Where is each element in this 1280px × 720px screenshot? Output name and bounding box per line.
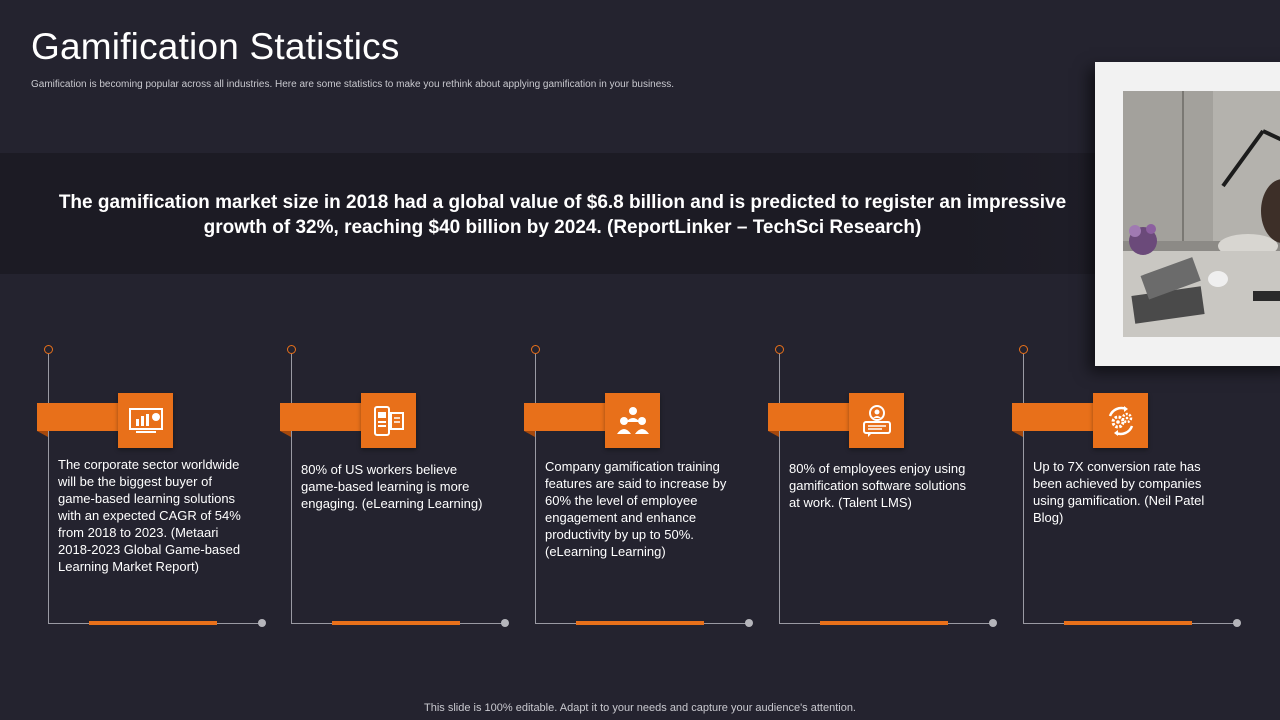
accent-bar bbox=[1064, 621, 1192, 625]
orange-tab bbox=[524, 403, 609, 431]
orange-tab-fold bbox=[280, 431, 291, 437]
stat-card-1: The corporate sector worldwide will be t… bbox=[37, 345, 280, 630]
timeline-top-dot bbox=[775, 345, 784, 354]
timeline-top-dot bbox=[44, 345, 53, 354]
stat-card-2: 80% of US workers believe game-based lea… bbox=[280, 345, 523, 630]
orange-tab bbox=[280, 403, 365, 431]
presentation-chart-icon bbox=[118, 393, 173, 448]
orange-tab bbox=[1012, 403, 1097, 431]
accent-bar bbox=[820, 621, 948, 625]
footer-note: This slide is 100% editable. Adapt it to… bbox=[424, 702, 856, 714]
stat-card-4: 80% of employees enjoy using gamificatio… bbox=[768, 345, 1011, 630]
timeline-end-dot bbox=[745, 619, 753, 627]
timeline-top-dot bbox=[287, 345, 296, 354]
orange-tab bbox=[768, 403, 853, 431]
timeline-vertical-line bbox=[291, 354, 292, 624]
timeline-end-dot bbox=[1233, 619, 1241, 627]
office-photo bbox=[1123, 91, 1280, 337]
stat-card-2-text: 80% of US workers believe game-based lea… bbox=[301, 462, 483, 511]
slide-title: Gamification Statistics bbox=[31, 26, 400, 67]
timeline-vertical-line bbox=[779, 354, 780, 624]
timeline-end-dot bbox=[989, 619, 997, 627]
timeline-top-dot bbox=[531, 345, 540, 354]
accent-bar bbox=[332, 621, 460, 625]
highlight-banner bbox=[0, 153, 1120, 274]
slide-subtitle: Gamification is becoming popular across … bbox=[31, 79, 675, 90]
stat-card-4-text: 80% of employees enjoy using gamificatio… bbox=[789, 461, 967, 510]
highlight-banner-text: The gamification market size in 2018 had… bbox=[58, 192, 1067, 238]
timeline-vertical-line bbox=[48, 354, 49, 624]
orange-tab-fold bbox=[524, 431, 535, 437]
office-photo-frame bbox=[1095, 62, 1280, 366]
stat-card-3-text: Company gamification training features a… bbox=[545, 459, 727, 559]
stat-card-1-text: The corporate sector worldwide will be t… bbox=[58, 457, 241, 574]
orange-tab bbox=[37, 403, 122, 431]
accent-bar bbox=[89, 621, 217, 625]
timeline-vertical-line bbox=[535, 354, 536, 624]
timeline-end-dot bbox=[258, 619, 266, 627]
timeline-top-dot bbox=[1019, 345, 1028, 354]
employee-chat-icon bbox=[849, 393, 904, 448]
orange-tab-fold bbox=[768, 431, 779, 437]
accent-bar bbox=[576, 621, 704, 625]
mobile-ebook-icon bbox=[361, 393, 416, 448]
stat-card-3: Company gamification training features a… bbox=[524, 345, 767, 630]
timeline-end-dot bbox=[501, 619, 509, 627]
team-users-icon bbox=[605, 393, 660, 448]
gears-cycle-icon bbox=[1093, 393, 1148, 448]
timeline-vertical-line bbox=[1023, 354, 1024, 624]
orange-tab-fold bbox=[1012, 431, 1023, 437]
orange-tab-fold bbox=[37, 431, 48, 437]
stat-card-5: Up to 7X conversion rate has been achiev… bbox=[1012, 345, 1255, 630]
stat-card-5-text: Up to 7X conversion rate has been achiev… bbox=[1033, 459, 1205, 525]
